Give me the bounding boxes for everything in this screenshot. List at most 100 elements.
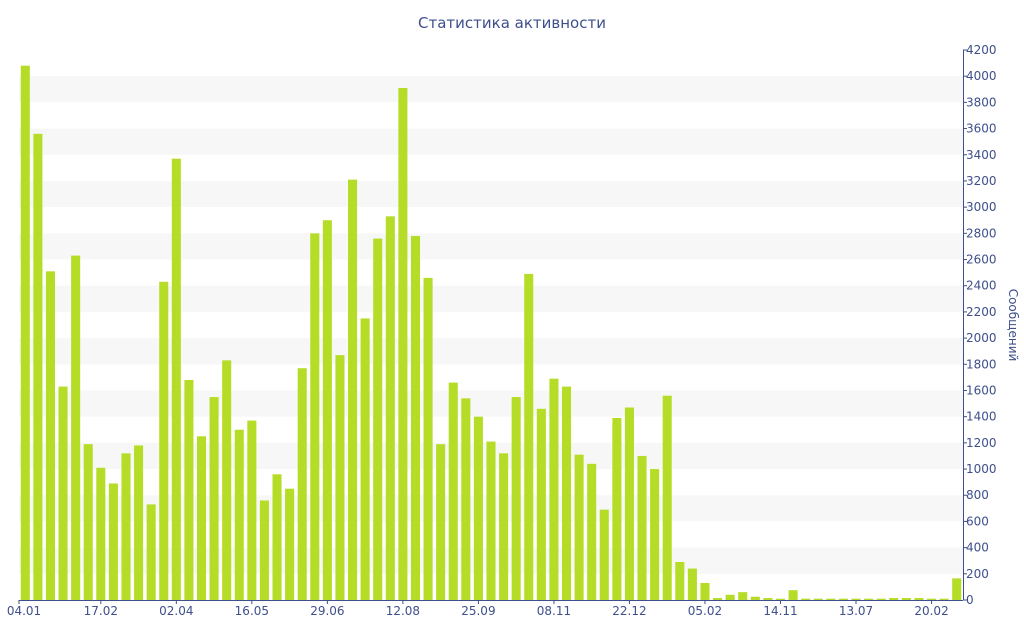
bar bbox=[700, 582, 710, 600]
bar bbox=[549, 378, 559, 600]
bar bbox=[675, 562, 685, 600]
bar bbox=[801, 598, 811, 600]
bar bbox=[360, 318, 370, 600]
bar bbox=[297, 368, 307, 600]
bar bbox=[196, 436, 207, 600]
bar bbox=[171, 158, 181, 600]
bar bbox=[121, 453, 131, 600]
y-tick-label: 1400 bbox=[966, 410, 997, 424]
x-tick-label: 17.02 bbox=[84, 604, 118, 618]
bar bbox=[398, 87, 408, 601]
bar bbox=[410, 235, 421, 600]
bar bbox=[461, 398, 471, 600]
x-tick-label: 02.04 bbox=[159, 604, 193, 618]
bar bbox=[272, 474, 282, 600]
y-tick-label: 1000 bbox=[966, 462, 997, 476]
y-tick-label: 3800 bbox=[966, 95, 997, 109]
bar bbox=[524, 273, 534, 600]
grid-band bbox=[19, 76, 963, 103]
bar bbox=[738, 592, 748, 600]
bar bbox=[838, 598, 848, 600]
bar bbox=[662, 395, 672, 600]
x-tick-labels: 04.01 17.02 02.04 16.05 29.06 12.08 25.09 08.11… bbox=[7, 604, 949, 618]
bar bbox=[511, 397, 521, 600]
bar bbox=[348, 179, 358, 600]
bar bbox=[33, 133, 43, 600]
y-tick-label: 200 bbox=[966, 567, 989, 581]
y-tick-label: 3600 bbox=[966, 122, 997, 136]
bar bbox=[687, 568, 697, 600]
bar bbox=[826, 598, 836, 600]
y-tick-labels: 0 200 400 600 800 1000 1200 1400 1600 1800 2000 220… bbox=[966, 43, 997, 607]
bar bbox=[45, 271, 55, 600]
bar bbox=[134, 445, 144, 600]
bar bbox=[612, 417, 622, 600]
x-tick-label: 13.07 bbox=[839, 604, 873, 618]
bar bbox=[637, 455, 647, 600]
grid-band bbox=[19, 233, 963, 260]
bar bbox=[939, 598, 949, 600]
bar bbox=[725, 594, 735, 600]
axes bbox=[18, 49, 967, 604]
y-tick-label: 2000 bbox=[966, 331, 997, 345]
y-tick-label: 400 bbox=[966, 541, 989, 555]
bar bbox=[473, 416, 483, 600]
bar bbox=[486, 441, 496, 600]
chart-title: Статистика активности bbox=[418, 14, 606, 32]
bar bbox=[851, 598, 861, 600]
bar bbox=[222, 360, 232, 600]
bar bbox=[624, 407, 634, 600]
bar bbox=[71, 255, 81, 600]
bar bbox=[788, 590, 798, 600]
y-tick-label: 2400 bbox=[966, 279, 997, 293]
y-tick-label: 3400 bbox=[966, 148, 997, 162]
bar bbox=[775, 598, 786, 600]
bar bbox=[108, 483, 118, 600]
y-tick-label: 0 bbox=[966, 593, 974, 607]
x-tick-label: 16.05 bbox=[235, 604, 269, 618]
bar bbox=[952, 578, 962, 600]
x-tick-label: 14.11 bbox=[763, 604, 797, 618]
bars bbox=[20, 65, 962, 601]
bar bbox=[385, 216, 395, 600]
bar bbox=[536, 408, 546, 600]
bar bbox=[901, 598, 911, 600]
bar bbox=[914, 598, 924, 600]
bar bbox=[310, 233, 320, 600]
bar bbox=[285, 488, 295, 600]
x-tick-label: 25.09 bbox=[461, 604, 495, 618]
bar bbox=[436, 444, 446, 600]
bar bbox=[247, 420, 257, 600]
bar bbox=[234, 429, 244, 600]
bar bbox=[58, 386, 68, 600]
bar bbox=[599, 509, 609, 600]
x-tick-label: 22.12 bbox=[612, 604, 646, 618]
bar bbox=[750, 596, 760, 600]
x-tick-label: 12.08 bbox=[386, 604, 420, 618]
bar bbox=[423, 277, 433, 600]
bar bbox=[574, 454, 584, 600]
y-tick-label: 1800 bbox=[966, 357, 997, 371]
bar bbox=[20, 65, 30, 600]
bar bbox=[448, 382, 458, 600]
y-tick-label: 2600 bbox=[966, 253, 997, 267]
y-axis-title: Сообщений bbox=[1006, 289, 1020, 362]
bar bbox=[184, 380, 194, 600]
bar bbox=[713, 598, 723, 600]
bar bbox=[813, 598, 823, 600]
bar bbox=[763, 598, 773, 600]
y-tick-label: 4000 bbox=[966, 69, 997, 83]
bar bbox=[889, 598, 899, 600]
bar bbox=[209, 397, 219, 600]
y-tick-label: 2200 bbox=[966, 305, 997, 319]
bar bbox=[96, 467, 106, 600]
bar bbox=[322, 220, 332, 601]
grid-band bbox=[19, 180, 963, 208]
x-tick-label: 05.02 bbox=[688, 604, 722, 618]
bar bbox=[927, 598, 937, 600]
x-tick-label: 04.01 bbox=[7, 604, 41, 618]
bar bbox=[373, 238, 383, 600]
y-tick-label: 3200 bbox=[966, 174, 997, 188]
x-tick-label: 08.11 bbox=[537, 604, 571, 618]
